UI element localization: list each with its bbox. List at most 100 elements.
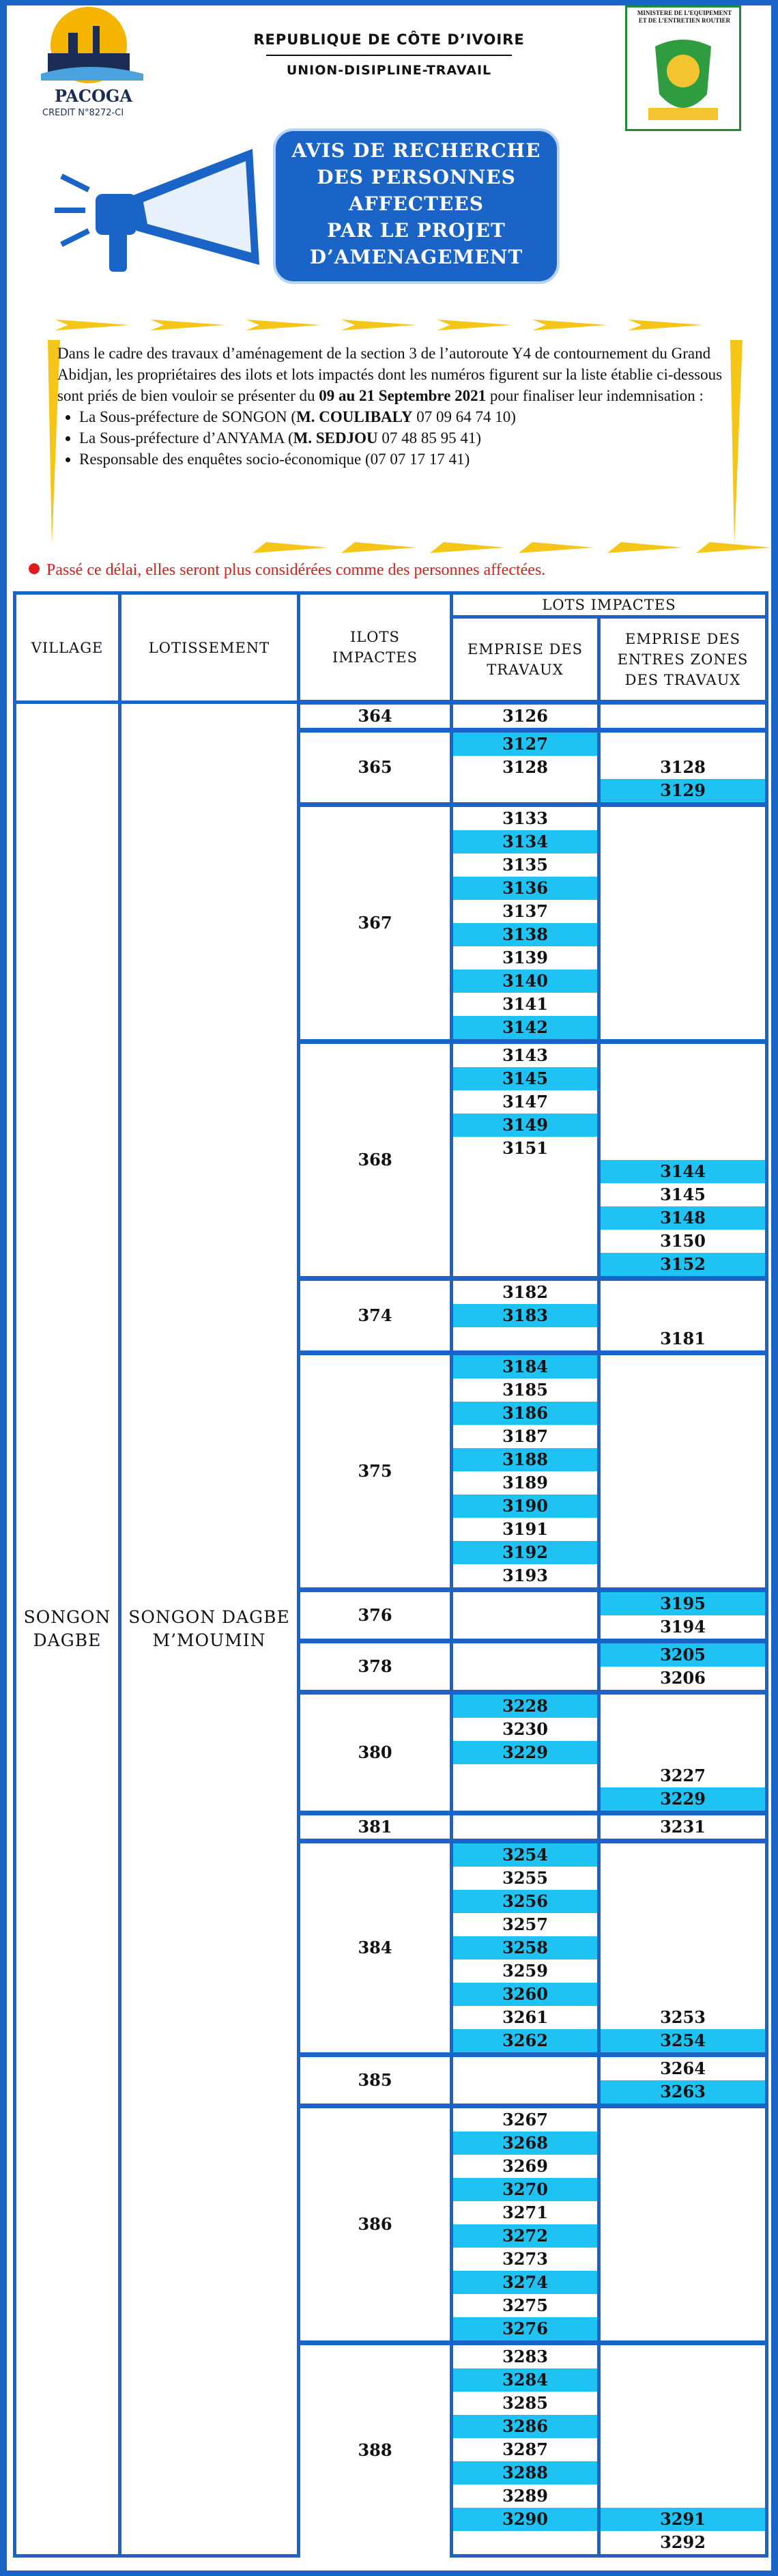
lot-entre	[597, 1890, 768, 1913]
ilot: 380	[297, 1690, 453, 1813]
chevron	[341, 542, 416, 553]
lot-entre	[597, 2438, 768, 2461]
lot-entre: 3227	[597, 1764, 768, 1787]
lot-entre: 3253	[597, 2006, 768, 2029]
notice-line: AFFECTEES	[349, 193, 484, 215]
table-row: 3188	[15, 1448, 768, 1471]
lot-entre	[597, 1067, 768, 1090]
lot-travaux: 3187	[450, 1425, 601, 1448]
lot-travaux: 3128	[450, 756, 601, 779]
lot-entre	[597, 1090, 768, 1114]
lot-entre	[597, 1564, 768, 1590]
lot-entre: 3195	[597, 1587, 768, 1615]
lot-entre	[597, 2248, 768, 2271]
table-row: 3141	[15, 993, 768, 1016]
header-village: VILLAGE	[13, 591, 121, 704]
chevron	[628, 320, 703, 330]
table-row: 3142	[15, 1016, 768, 1042]
lot-entre	[597, 2224, 768, 2248]
emblem	[648, 40, 718, 120]
lot-entre	[597, 2340, 768, 2368]
lot-entre	[597, 1425, 768, 1448]
table-row: 3187	[15, 1425, 768, 1448]
lot-entre	[597, 2368, 768, 2392]
lot-entre: 3144	[597, 1160, 768, 1183]
table-row: 367 3133	[15, 802, 768, 1042]
lot-travaux: 3268	[450, 2132, 601, 2155]
table-row: 388 3283	[15, 2340, 768, 2556]
table-row: 3261 3253	[15, 2006, 768, 2029]
table-row: 3137	[15, 900, 768, 923]
table-row: 3134	[15, 830, 768, 853]
lot-entre	[597, 1959, 768, 1983]
text-segment: Dans le cadre des travaux d’aménagement …	[57, 345, 723, 404]
lot-travaux	[450, 779, 601, 805]
lot-travaux	[450, 1667, 601, 1693]
lot-travaux: 3143	[450, 1039, 601, 1067]
lot-entre	[597, 1541, 768, 1564]
table-row: 378 3205	[15, 1639, 768, 1693]
lot-entre	[597, 853, 768, 877]
lot-travaux: 3135	[450, 853, 601, 877]
intro-paragraph: Dans le cadre des travaux d’aménagement …	[57, 343, 733, 406]
lot-entre	[597, 1114, 768, 1137]
lot-travaux: 3258	[450, 1936, 601, 1959]
lot-entre	[597, 2317, 768, 2343]
lot-entre: 3148	[597, 1206, 768, 1230]
lot-entre	[597, 2155, 768, 2178]
lot-entre: 3264	[597, 2052, 768, 2080]
emblem-ribbon	[648, 108, 718, 120]
text-segment: 07 09 64 74 10)	[412, 408, 516, 425]
table-row: 3138	[15, 923, 768, 946]
table-row: 3289	[15, 2485, 768, 2508]
lot-entre: 3231	[597, 1811, 768, 1841]
lot-entre	[597, 1039, 768, 1067]
lot-entre	[597, 1378, 768, 1402]
table-row: 386 3267	[15, 2104, 768, 2343]
list-item: La Sous-préfecture de SONGON (M. COULIBA…	[79, 406, 733, 427]
header-lots: LOTS IMPACTES	[450, 591, 768, 619]
table-row: 3189	[15, 1471, 768, 1495]
lot-entre	[597, 802, 768, 830]
table-row: 3263	[15, 2080, 768, 2106]
table-row: 3145	[15, 1183, 768, 1206]
table-row: 384 3254	[15, 1839, 768, 2055]
lot-travaux: 3289	[450, 2485, 601, 2508]
lot-travaux: 3127	[450, 728, 601, 756]
text-segment: Responsable des enquêtes socio-économiqu…	[79, 451, 470, 468]
lot-travaux: 3273	[450, 2248, 601, 2271]
lot-entre	[597, 946, 768, 969]
lot-travaux	[450, 1615, 601, 1641]
lot-travaux: 3183	[450, 1304, 601, 1327]
lot-entre: 3128	[597, 756, 768, 779]
lot-entre	[597, 1913, 768, 1936]
table-row: 3285	[15, 2392, 768, 2415]
lot-travaux: 3261	[450, 2006, 601, 2029]
lot-entre	[597, 1495, 768, 1518]
logo-art	[41, 7, 143, 83]
table-row: 3140	[15, 969, 768, 993]
table-row: 381 3231	[15, 1811, 768, 1841]
table-row: 3139	[15, 946, 768, 969]
lot-entre	[597, 969, 768, 993]
table-row: 3150	[15, 1230, 768, 1253]
lot-entre: 3181	[597, 1327, 768, 1353]
republic: REPUBLIQUE DE CÔTE D’IVOIRE	[253, 31, 525, 48]
lot-travaux: 3133	[450, 802, 601, 830]
table-row: 3290 3291	[15, 2508, 768, 2531]
lot-entre	[597, 900, 768, 923]
lot-entre	[597, 728, 768, 756]
lot-entre	[597, 1983, 768, 2006]
lot-travaux: 3259	[450, 1959, 601, 1983]
table-row: 3257	[15, 1913, 768, 1936]
lot-entre	[597, 1276, 768, 1304]
table-row: 365 3127	[15, 728, 768, 805]
lot-travaux: 3140	[450, 969, 601, 993]
lot-entre	[597, 1137, 768, 1160]
list-item: La Sous-préfecture d’ANYAMA (M. SEDJOU 0…	[79, 427, 733, 449]
lot-travaux: 3229	[450, 1741, 601, 1764]
ilot: 375	[297, 1350, 453, 1590]
lot-entre	[597, 2104, 768, 2132]
ilot: 364	[297, 700, 453, 731]
